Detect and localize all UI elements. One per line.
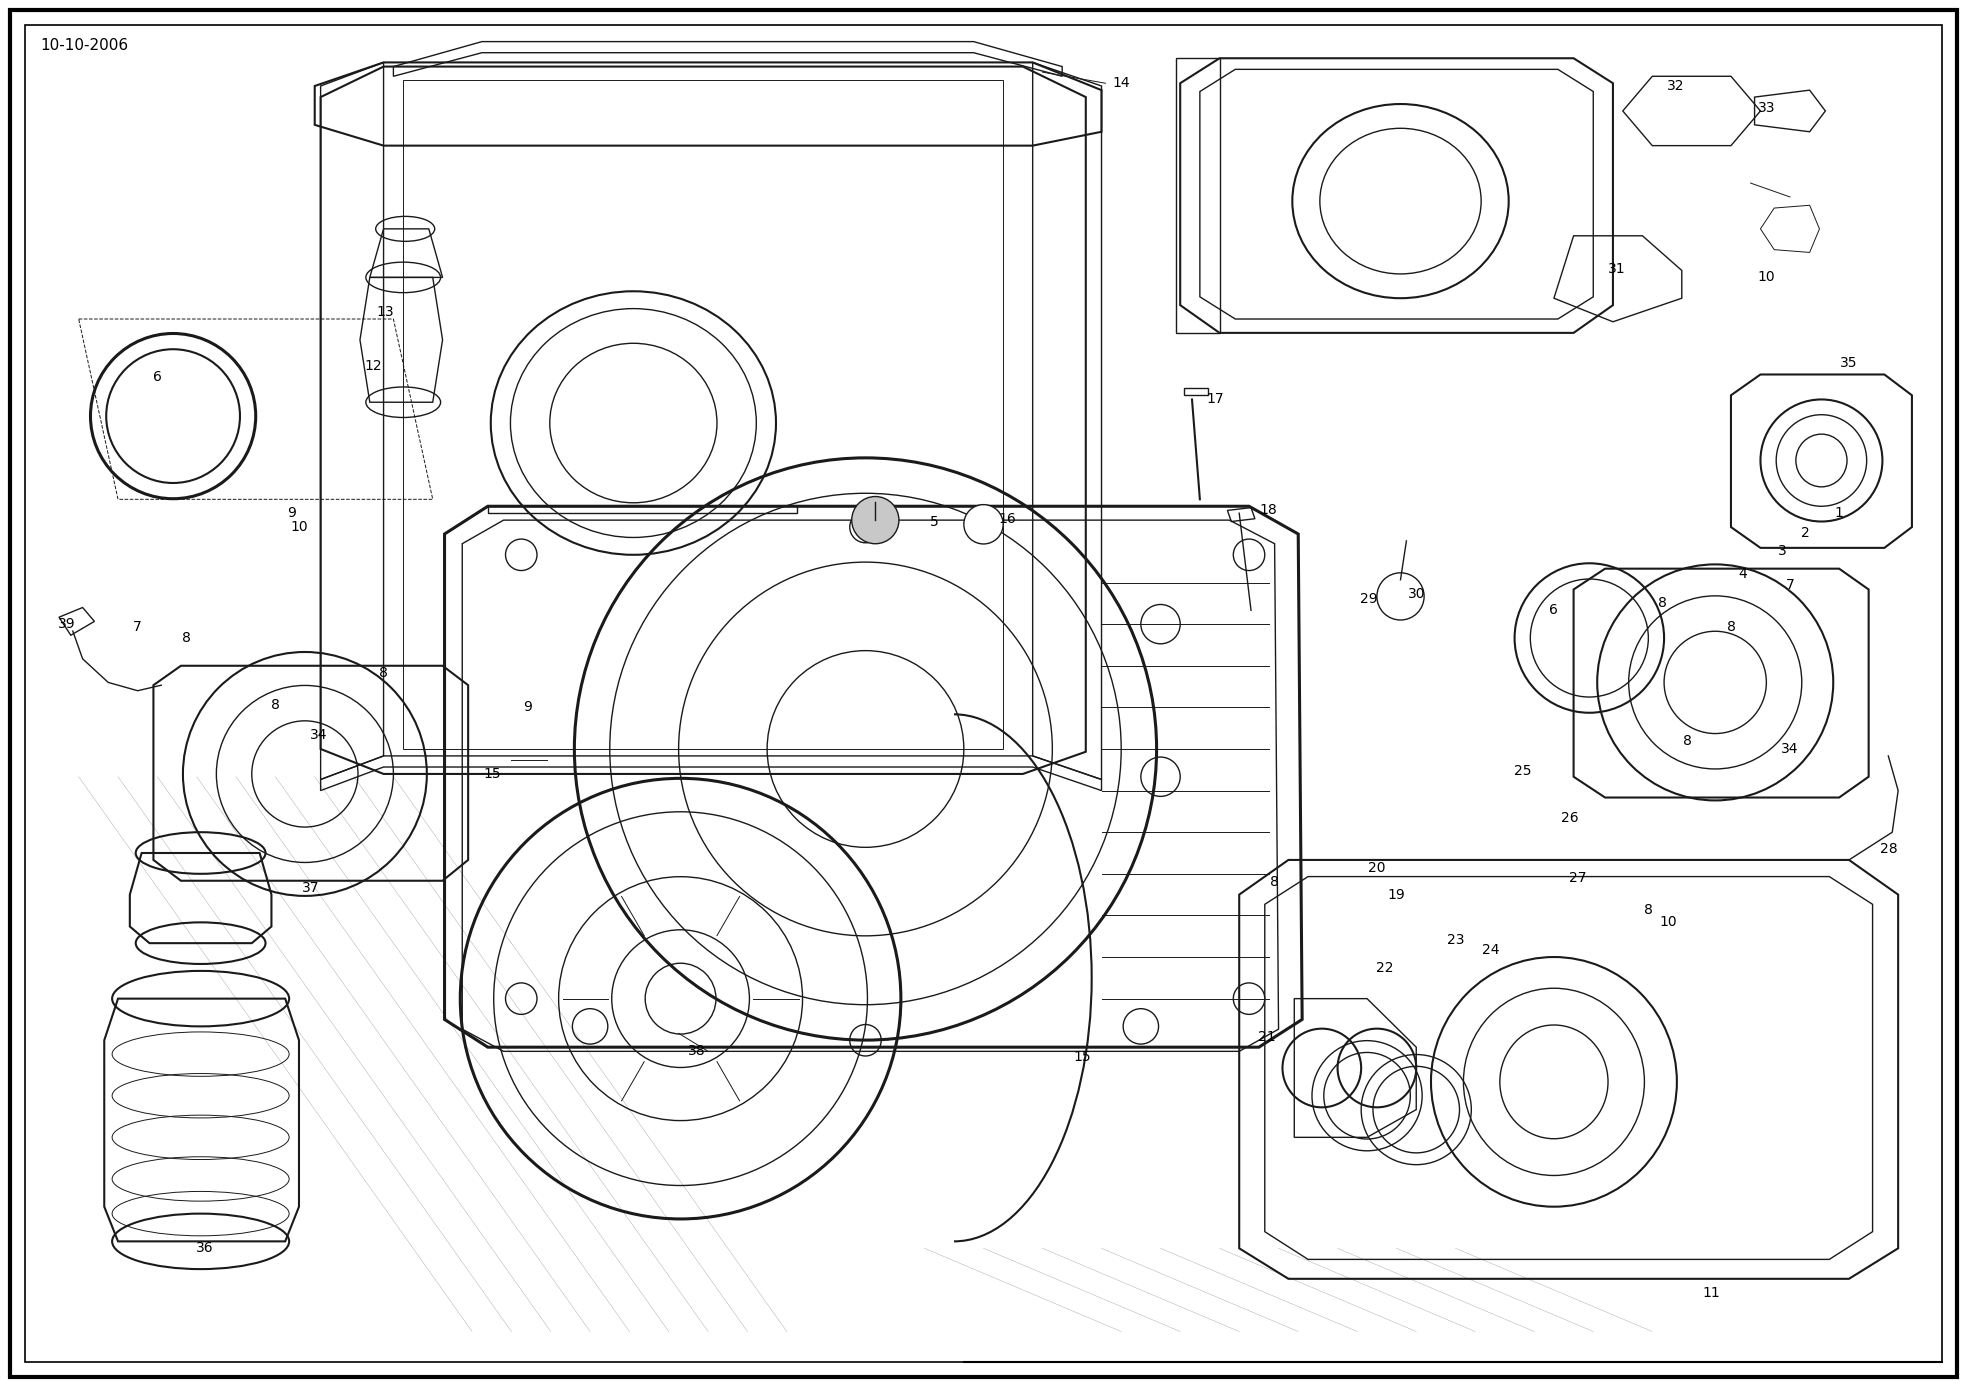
Text: 10-10-2006: 10-10-2006 [39,37,128,53]
Text: 8: 8 [1684,734,1692,748]
Text: 24: 24 [1483,943,1499,957]
Text: 23: 23 [1448,933,1463,947]
Text: 4: 4 [1739,567,1747,581]
Text: 32: 32 [1668,79,1684,93]
Text: 12: 12 [366,359,382,373]
Text: 38: 38 [688,1044,704,1058]
Text: 18: 18 [1259,503,1279,517]
Text: 26: 26 [1562,811,1578,825]
Text: 36: 36 [197,1241,212,1255]
Text: 7: 7 [1786,578,1794,592]
Text: 28: 28 [1880,842,1896,856]
Text: 5: 5 [930,515,938,528]
Text: 6: 6 [153,370,161,384]
Text: 15: 15 [1074,1050,1090,1064]
Text: 10: 10 [291,520,307,534]
Text: 6: 6 [1550,603,1558,617]
Text: 25: 25 [1515,764,1530,778]
Text: 20: 20 [1369,861,1385,875]
Text: 15: 15 [484,767,500,781]
Text: 8: 8 [183,631,191,645]
Text: 9: 9 [287,506,295,520]
Text: 11: 11 [1701,1286,1721,1300]
Text: 9: 9 [523,700,531,714]
Text: 21: 21 [1259,1031,1275,1044]
Text: 1: 1 [1835,506,1843,520]
Text: 31: 31 [1609,262,1625,276]
Text: 29: 29 [1361,592,1377,606]
Text: 8: 8 [380,666,387,680]
Text: 34: 34 [311,728,327,742]
Text: 10: 10 [1660,915,1676,929]
Text: 39: 39 [59,617,75,631]
Text: 34: 34 [1782,742,1798,756]
Text: 35: 35 [1841,356,1857,370]
Text: 2: 2 [1802,526,1810,540]
Text: 13: 13 [378,305,393,319]
Text: 14: 14 [1113,76,1129,90]
Circle shape [964,505,1003,544]
Text: 8: 8 [1658,596,1666,610]
Text: 33: 33 [1758,101,1774,115]
Text: 7: 7 [134,620,142,634]
Text: 30: 30 [1408,587,1424,601]
Text: 22: 22 [1377,961,1393,975]
Text: 17: 17 [1208,393,1223,406]
Text: 8: 8 [271,698,279,712]
Text: 19: 19 [1387,888,1406,902]
Text: 27: 27 [1570,871,1585,885]
Text: 8: 8 [1644,903,1652,917]
Text: 37: 37 [303,881,319,895]
Text: 16: 16 [997,512,1017,526]
Circle shape [852,497,899,544]
Text: 8: 8 [1271,875,1279,889]
Text: 3: 3 [1778,544,1786,558]
Text: 10: 10 [1758,270,1774,284]
Text: 8: 8 [1727,620,1735,634]
